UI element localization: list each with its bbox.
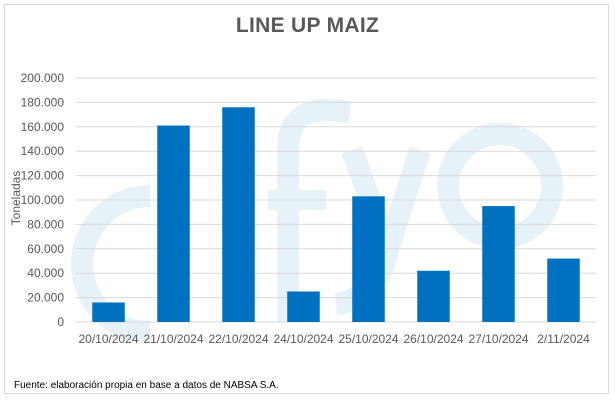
y-axis-label: Toneladas <box>9 171 23 226</box>
bar <box>92 302 125 322</box>
y-tick-label: 180.000 <box>21 95 65 109</box>
bar <box>352 196 385 322</box>
x-tick-label: 26/10/2024 <box>403 332 463 346</box>
x-tick-label: 27/10/2024 <box>468 332 528 346</box>
y-tick-label: 40.000 <box>27 266 64 280</box>
y-tick-label: 80.000 <box>27 217 64 231</box>
y-tick-label: 200.000 <box>21 71 65 85</box>
bar <box>222 107 255 322</box>
y-tick-label: 20.000 <box>27 291 64 305</box>
x-tick-label: 21/10/2024 <box>143 332 203 346</box>
bar <box>547 258 580 322</box>
x-tick-label: 20/10/2024 <box>78 332 138 346</box>
y-tick-label: 160.000 <box>21 120 65 134</box>
x-tick-labels: 20/10/2024 21/10/2024 22/10/2024 24/10/2024… <box>78 332 590 346</box>
bar <box>287 291 320 322</box>
watermark-shape <box>277 98 352 322</box>
y-tick-label: 0 <box>57 315 64 329</box>
y-tick-label: 100.000 <box>21 193 65 207</box>
source-note: Fuente: elaboración propia en base a dat… <box>14 380 279 391</box>
x-tick-label: 24/10/2024 <box>273 332 333 346</box>
bar <box>157 125 190 322</box>
x-tick-label: 2/11/2024 <box>537 332 590 346</box>
bar <box>417 270 450 322</box>
x-tick-label: 25/10/2024 <box>338 332 398 346</box>
y-tick-label: 140.000 <box>21 144 65 158</box>
bar <box>482 206 515 322</box>
y-tick-label: 120.000 <box>21 169 65 183</box>
bars <box>92 107 580 322</box>
y-tick-label: 60.000 <box>27 242 64 256</box>
x-tick-label: 22/10/2024 <box>208 332 268 346</box>
y-tick-labels: 0 20.000 40.000 60.000 80.000 100.000 120.000 1… <box>21 71 65 329</box>
watermark-shape <box>71 185 151 343</box>
chart-title: LINE UP MAIZ <box>235 14 380 37</box>
